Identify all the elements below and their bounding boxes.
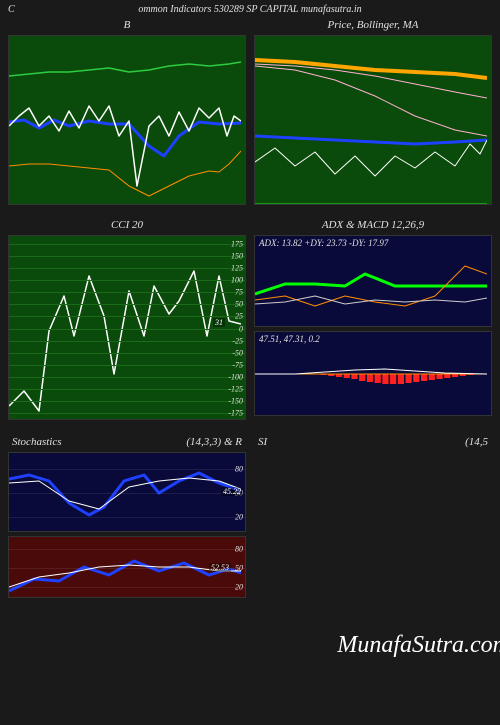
- chart-macd-svg: [255, 332, 487, 416]
- chart-price: [254, 35, 492, 205]
- header-left-letter: C: [8, 4, 15, 15]
- panel-si: SI (14,5: [254, 436, 492, 598]
- adx-label: ADX: 13.82 +DY: 23.73 -DY: 17.97: [259, 238, 388, 248]
- panel-stoch: Stochastics (14,3,3) & R 80502045.22 805…: [8, 436, 246, 598]
- panel-b-title: B: [8, 17, 246, 35]
- chart-cci: 1751501251007550250-25-50-75-100-125-150…: [8, 235, 246, 420]
- chart-stoch-bot: 80502052.53: [8, 536, 246, 598]
- panel-stoch-title-row: Stochastics (14,3,3) & R: [8, 436, 246, 452]
- chart-b-svg: [9, 36, 241, 205]
- page-header: C ommon Indicators 530289 SP CAPITAL mun…: [0, 0, 500, 17]
- panel-si-title-row: SI (14,5: [254, 436, 492, 452]
- header-title: ommon Indicators 530289 SP CAPITAL munaf…: [138, 4, 361, 15]
- si-title-left: SI: [258, 436, 267, 448]
- si-title-right: (14,5: [465, 436, 488, 448]
- panel-adx-macd: ADX & MACD 12,26,9 ADX: 13.82 +DY: 23.73…: [254, 217, 492, 420]
- macd-label: 47.51, 47.31, 0.2: [259, 334, 320, 344]
- chart-adx: ADX: 13.82 +DY: 23.73 -DY: 17.97: [254, 235, 492, 327]
- stoch-title-right: (14,3,3) & R: [186, 436, 242, 448]
- watermark-text: MunafaSutra.com: [337, 632, 500, 659]
- row-2: CCI 20 1751501251007550250-25-50-75-100-…: [0, 217, 500, 420]
- panel-cci: CCI 20 1751501251007550250-25-50-75-100-…: [8, 217, 246, 420]
- stoch-title-left: Stochastics: [12, 436, 62, 448]
- chart-stoch-top: 80502045.22: [8, 452, 246, 532]
- panel-b: B: [8, 17, 246, 205]
- panel-price: Price, Bollinger, MA: [254, 17, 492, 205]
- chart-macd: 47.51, 47.31, 0.2: [254, 331, 492, 416]
- row-3: Stochastics (14,3,3) & R 80502045.22 805…: [0, 436, 500, 598]
- chart-b: [8, 35, 246, 205]
- panel-adx-macd-title: ADX & MACD 12,26,9: [254, 217, 492, 235]
- chart-adx-svg: [255, 236, 487, 327]
- panel-cci-title: CCI 20: [8, 217, 246, 235]
- panel-price-title: Price, Bollinger, MA: [254, 17, 492, 35]
- row-1: B Price, Bollinger, MA: [0, 17, 500, 205]
- chart-price-svg: [255, 36, 487, 205]
